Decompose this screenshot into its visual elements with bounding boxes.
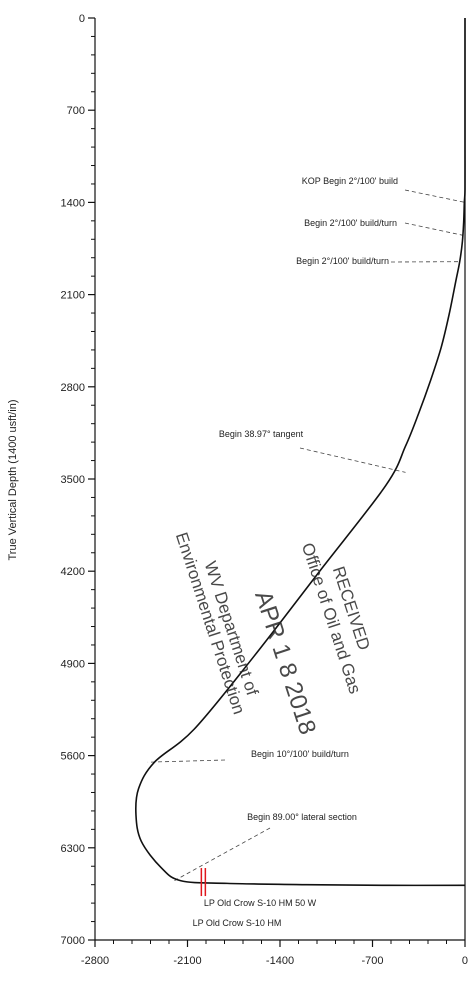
y-tick-label: 2100 <box>61 290 85 302</box>
y-tick-label: 4900 <box>61 658 85 670</box>
stamp-date: APR 1 8 2018 <box>249 587 321 737</box>
annotation-label: Begin 10°/100' build/turn <box>251 749 349 759</box>
annotation-leader-line <box>404 222 464 236</box>
annotation-label: Begin 38.97° tangent <box>219 429 304 439</box>
leader-lines-group <box>147 189 466 882</box>
annotation-label: Begin 2°/100' build/turn <box>304 218 397 228</box>
y-axis-label: True Vertical Depth (1400 usft/in) <box>7 399 19 560</box>
y-tick-label: 0 <box>79 13 85 25</box>
x-tick-label: -2800 <box>81 955 109 967</box>
annotation-leader-line <box>147 759 226 763</box>
annotation-label: LP Old Crow S-10 HM <box>193 918 282 928</box>
well-trajectory-line <box>134 18 466 887</box>
x-tick-label: -700 <box>361 955 383 967</box>
y-tick-label: 4200 <box>61 566 85 578</box>
annotation-leader-line <box>404 189 466 203</box>
annotation-leader-line <box>174 827 271 882</box>
x-tick-label: 0 <box>462 955 468 967</box>
x-ticks-group: -2800 -2100 -1400 -700 0 <box>81 940 468 967</box>
x-tick-label: -1400 <box>266 955 294 967</box>
markers-group <box>200 868 207 897</box>
annotation-leader-line <box>299 447 406 473</box>
annotations-group: KOP Begin 2°/100' build Begin 2°/100' bui… <box>193 176 398 928</box>
y-tick-label: 7000 <box>61 935 85 947</box>
annotation-label: Begin 2°/100' build/turn <box>296 256 389 266</box>
y-tick-label: 2800 <box>61 382 85 394</box>
y-ticks-group: 0 700 1400 2100 2800 3500 4200 4900 5600 6300 7000 <box>61 13 95 947</box>
axes-group <box>94 18 466 941</box>
y-tick-label: 1400 <box>61 197 85 209</box>
annotation-label: Begin 89.00° lateral section <box>247 812 357 822</box>
y-tick-label: 5600 <box>61 751 85 763</box>
y-tick-label: 3500 <box>61 474 85 486</box>
y-tick-label: 6300 <box>61 843 85 855</box>
x-tick-label: -2100 <box>173 955 201 967</box>
annotation-label: LP Old Crow S-10 HM 50 W <box>204 898 317 908</box>
annotation-label: KOP Begin 2°/100' build <box>302 176 398 186</box>
y-tick-label: 700 <box>67 105 85 117</box>
received-stamp: RECEIVED Office of Oil and Gas APR 1 8 2… <box>172 530 374 738</box>
